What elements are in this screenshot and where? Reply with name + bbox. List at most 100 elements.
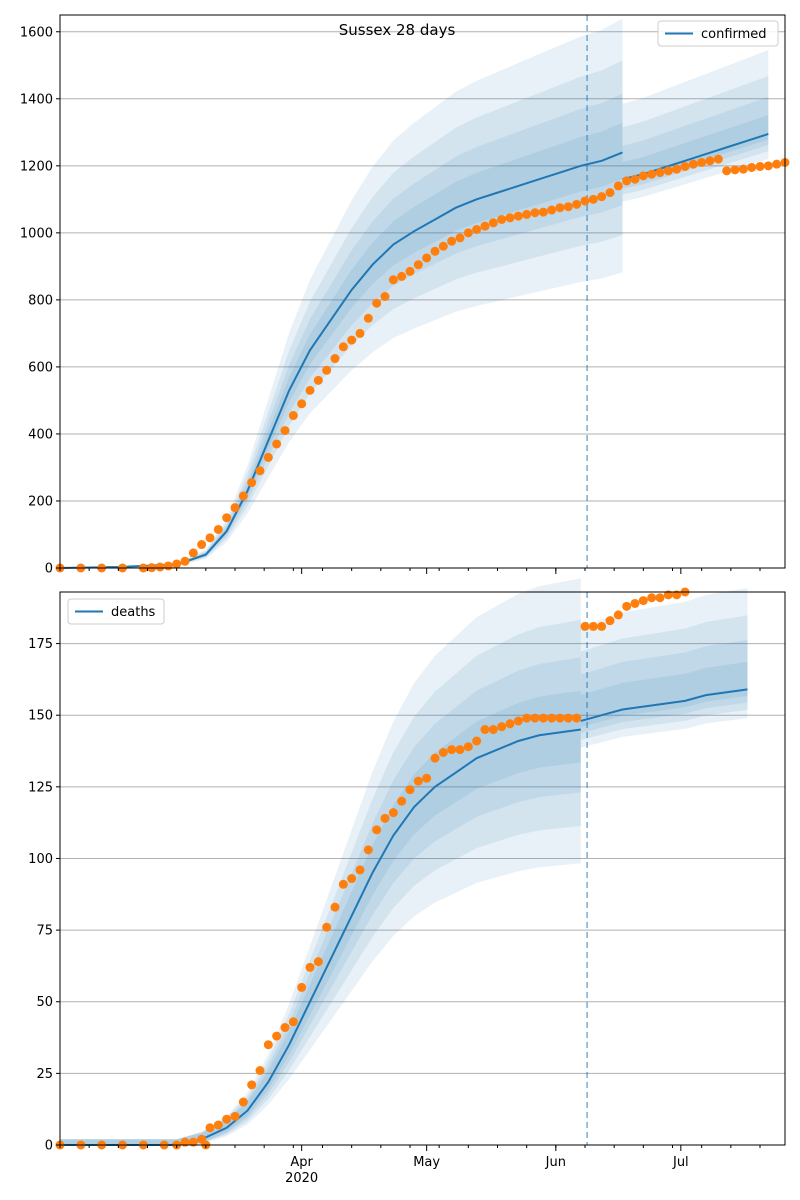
- observed-point: [622, 176, 632, 186]
- observed-point: [530, 208, 540, 218]
- observed-point: [305, 385, 315, 395]
- y-tick-label: 600: [28, 360, 53, 375]
- observed-point: [513, 716, 523, 726]
- uncertainty-band: [60, 690, 581, 1145]
- observed-point: [230, 503, 240, 513]
- observed-point: [688, 159, 698, 169]
- observed-point: [180, 1137, 190, 1147]
- y-tick-label: 1200: [20, 159, 53, 174]
- observed-point: [722, 166, 732, 176]
- observed-point: [697, 157, 707, 167]
- observed-point: [738, 164, 748, 174]
- confirmed-panel: 0 200 400 600 800 1000 1200 1400 1600 confirmed: [20, 14, 790, 577]
- y-tick-label: 50: [36, 995, 53, 1010]
- observed-point: [313, 375, 323, 385]
- observed-point: [305, 962, 315, 972]
- uncertainty-band: [60, 122, 623, 568]
- x-tick-label-year: 2020: [285, 1171, 318, 1186]
- observed-point: [597, 621, 607, 631]
- observed-point: [655, 168, 665, 178]
- observed-point: [322, 365, 332, 375]
- observed-point: [663, 166, 673, 176]
- observed-point: [730, 165, 740, 175]
- observed-point: [388, 808, 398, 818]
- forecast-band: [580, 588, 748, 748]
- observed-point: [205, 1123, 215, 1133]
- y-tick-label: 75: [36, 924, 53, 939]
- axes-frame: [59, 591, 786, 1146]
- observed-point: [705, 156, 715, 166]
- observed-point: [397, 271, 407, 281]
- observed-point: [188, 1137, 198, 1147]
- observed-point: [413, 260, 423, 270]
- observed-point: [405, 266, 415, 276]
- observed-point: [613, 181, 623, 191]
- observed-point: [272, 1031, 282, 1041]
- observed-point: [580, 196, 590, 206]
- observed-point: [347, 874, 357, 884]
- observed-point: [372, 825, 382, 835]
- observed-point: [380, 813, 390, 823]
- observed-point: [630, 598, 640, 608]
- observed-point: [538, 713, 548, 723]
- chart-title: Sussex 28 days: [339, 21, 456, 39]
- observed-point: [655, 593, 665, 603]
- y-tick-label: 25: [36, 1067, 53, 1082]
- observed-point: [230, 1111, 240, 1121]
- observed-point: [313, 957, 323, 967]
- observed-point: [447, 745, 457, 755]
- uncertainty-band: [60, 18, 623, 568]
- y-tick-label: 150: [28, 709, 53, 724]
- observed-point: [438, 747, 448, 757]
- observed-point: [205, 533, 215, 543]
- y-tick-label: 200: [28, 494, 53, 509]
- observed-point: [563, 202, 573, 212]
- observed-point: [247, 478, 257, 488]
- observed-point: [238, 1097, 248, 1107]
- observed-point: [405, 785, 415, 795]
- observed-point: [180, 556, 190, 566]
- observed-point: [272, 439, 282, 449]
- legend-label: deaths: [111, 605, 156, 620]
- observed-point: [463, 742, 473, 752]
- observed-point: [380, 292, 390, 302]
- observed-point: [672, 164, 682, 174]
- observed-point: [263, 452, 273, 462]
- observed-point: [605, 188, 615, 198]
- observed-point: [605, 616, 615, 626]
- observed-point: [480, 221, 490, 231]
- observed-point: [347, 335, 357, 345]
- observed-point: [280, 1023, 290, 1033]
- observed-point: [555, 713, 565, 723]
- forecast-band: [622, 115, 769, 185]
- legend-box: [67, 598, 165, 625]
- observed-point: [297, 399, 307, 409]
- observed-point: [247, 1080, 257, 1090]
- observed-point: [463, 228, 473, 238]
- observed-point: [330, 902, 340, 912]
- observed-point: [438, 241, 448, 251]
- observed-point: [555, 203, 565, 213]
- observed-point: [488, 218, 498, 228]
- y-tick-label: 400: [28, 427, 53, 442]
- observed-point: [547, 205, 557, 215]
- observed-point: [338, 342, 348, 352]
- observed-point: [572, 713, 582, 723]
- observed-point: [388, 275, 398, 285]
- observed-point: [213, 524, 223, 534]
- observed-point: [588, 194, 598, 204]
- observed-point: [155, 562, 165, 572]
- observed-point: [680, 161, 690, 171]
- model-mean-line: [59, 151, 623, 569]
- observed-point: [647, 593, 657, 603]
- observed-point: [213, 1120, 223, 1130]
- observed-point: [597, 192, 607, 202]
- observed-point: [497, 722, 507, 732]
- observed-point: [413, 776, 423, 786]
- observed-point: [663, 590, 673, 600]
- observed-point: [622, 601, 632, 611]
- x-tick-label: Jun: [545, 1155, 566, 1170]
- y-tick-label: 100: [28, 852, 53, 867]
- observed-point: [363, 313, 373, 323]
